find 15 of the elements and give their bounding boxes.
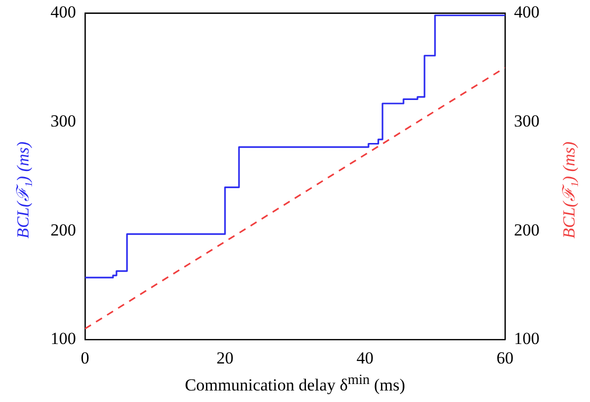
y2-tick-label: 200 (514, 220, 540, 240)
y-tick-label: 400 (50, 2, 76, 22)
y2-tick-label: 100 (514, 329, 540, 348)
y-tick-label: 300 (50, 111, 76, 130)
y-axis-title: BCL(ℱ₁) (ms) (12, 142, 34, 238)
x-tick-label: 60 (496, 348, 514, 368)
y2-axis-title: BCL(ℱ₁) (ms) (558, 142, 580, 238)
x-tick-label: 20 (216, 348, 234, 368)
x-axis-title: Communication delay δ$^{min}$ (ms) (184, 372, 406, 396)
y2-tick-label: 300 (514, 111, 540, 130)
y2-tick-label: 400 (514, 2, 540, 22)
x-tick-label: 40 (356, 348, 374, 368)
y-tick-label: 100 (50, 329, 76, 348)
y-tick-label: 200 (50, 220, 76, 240)
x-tick-label: 0 (80, 348, 90, 368)
